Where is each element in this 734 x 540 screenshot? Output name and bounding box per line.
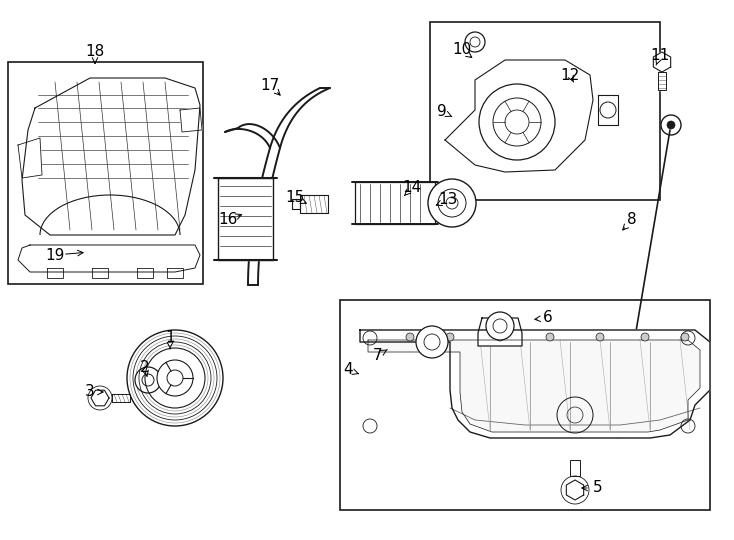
Polygon shape — [567, 480, 584, 500]
Polygon shape — [218, 178, 273, 260]
Circle shape — [416, 326, 448, 358]
Polygon shape — [478, 318, 522, 346]
Polygon shape — [598, 95, 618, 125]
Text: 11: 11 — [650, 48, 669, 63]
Circle shape — [681, 333, 689, 341]
Polygon shape — [18, 138, 42, 178]
Polygon shape — [22, 78, 200, 235]
Text: 9: 9 — [437, 105, 447, 119]
Text: 15: 15 — [286, 191, 305, 206]
Circle shape — [596, 333, 604, 341]
Bar — [430, 22, 660, 200]
Polygon shape — [112, 394, 130, 402]
Circle shape — [127, 330, 223, 426]
Text: 17: 17 — [261, 78, 280, 92]
Circle shape — [546, 333, 554, 341]
Text: 2: 2 — [140, 361, 150, 375]
Polygon shape — [300, 195, 328, 213]
Polygon shape — [167, 268, 183, 278]
Polygon shape — [292, 199, 300, 209]
Polygon shape — [360, 330, 710, 438]
Text: 16: 16 — [218, 213, 238, 227]
Polygon shape — [18, 245, 200, 272]
Text: 6: 6 — [543, 310, 553, 326]
Text: 5: 5 — [593, 481, 603, 496]
Circle shape — [428, 179, 476, 227]
Circle shape — [135, 367, 161, 393]
Bar — [340, 300, 710, 510]
Polygon shape — [180, 108, 202, 132]
Text: 1: 1 — [165, 330, 175, 346]
Polygon shape — [445, 60, 593, 172]
Polygon shape — [570, 460, 580, 476]
Circle shape — [157, 360, 193, 396]
Polygon shape — [658, 72, 666, 90]
Circle shape — [446, 333, 454, 341]
Text: 10: 10 — [452, 43, 472, 57]
Text: 12: 12 — [560, 68, 580, 83]
Circle shape — [465, 32, 485, 52]
Text: 19: 19 — [46, 247, 65, 262]
Polygon shape — [355, 182, 435, 224]
Text: 8: 8 — [627, 213, 637, 227]
Polygon shape — [137, 268, 153, 278]
Circle shape — [479, 84, 555, 160]
Bar — [8, 62, 203, 284]
Polygon shape — [368, 340, 700, 432]
Circle shape — [406, 333, 414, 341]
Polygon shape — [47, 268, 63, 278]
Text: 18: 18 — [85, 44, 105, 59]
Polygon shape — [92, 268, 108, 278]
Circle shape — [496, 333, 504, 341]
Polygon shape — [91, 390, 109, 406]
Text: 7: 7 — [373, 348, 383, 362]
Polygon shape — [653, 52, 671, 72]
Circle shape — [486, 312, 514, 340]
Text: 3: 3 — [85, 384, 95, 400]
Text: 13: 13 — [438, 192, 458, 207]
Circle shape — [667, 121, 675, 129]
Text: 14: 14 — [402, 180, 421, 195]
Circle shape — [641, 333, 649, 341]
Text: 4: 4 — [344, 362, 353, 377]
